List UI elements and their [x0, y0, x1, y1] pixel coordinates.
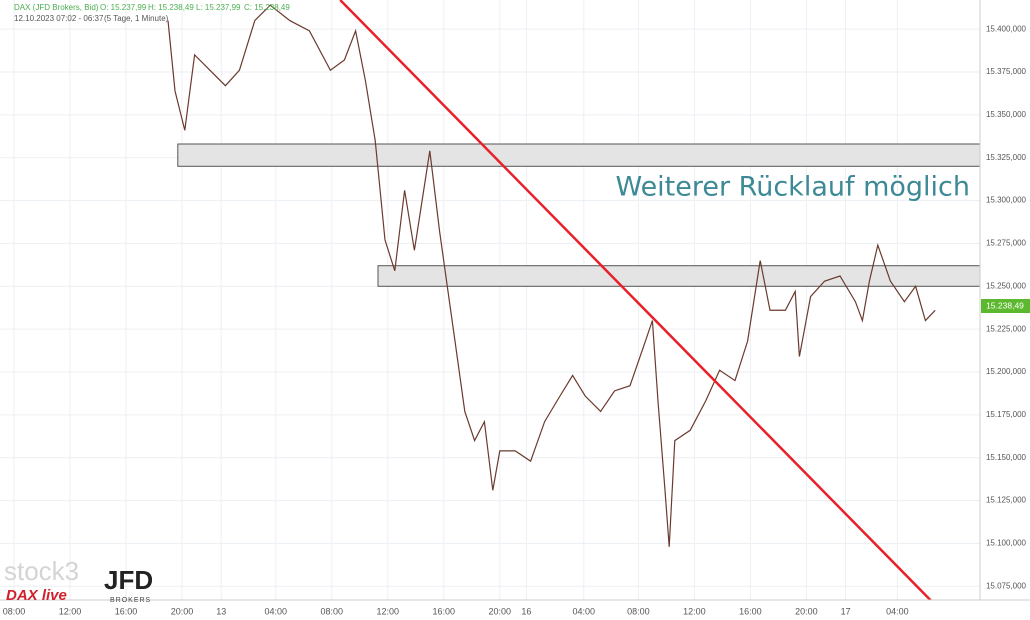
watermark: stock3: [4, 556, 79, 586]
last-price-label: 15.238,49: [986, 300, 1024, 310]
x-tick-label: 20:00: [171, 606, 194, 616]
zone: [177, 143, 980, 167]
ohlc: C: 15.238,49: [244, 3, 290, 12]
y-tick-label: 15.175,000: [986, 410, 1027, 419]
x-tick-label: 17: [841, 606, 851, 616]
x-tick-label: 08:00: [321, 606, 344, 616]
grid: [0, 0, 980, 600]
x-tick-label: 12:00: [377, 606, 400, 616]
x-tick-label: 20:00: [795, 606, 818, 616]
y-tick-label: 15.325,000: [986, 153, 1027, 162]
x-tick-label: 16:00: [433, 606, 456, 616]
y-tick-label: 15.400,000: [986, 24, 1027, 33]
x-tick-label: 04:00: [573, 606, 596, 616]
y-tick-label: 15.275,000: [986, 239, 1027, 248]
y-tick-label: 15.125,000: [986, 496, 1027, 505]
watermark: JFD: [104, 565, 153, 595]
y-tick-label: 15.075,000: [986, 581, 1027, 590]
x-tick-label: 16:00: [739, 606, 762, 616]
chart-title: DAX (JFD Brokers, Bid): [14, 3, 99, 12]
ohlc: L: 15.237,99: [196, 3, 241, 12]
price-line: [167, 4, 936, 547]
subtitle: 12.10.2023 07:02 - 06:37: [14, 14, 104, 23]
x-tick-label: 13: [216, 606, 226, 616]
annotation: Weiterer Rücklauf möglich: [615, 172, 970, 203]
x-tick-label: 12:00: [683, 606, 706, 616]
y-tick-label: 15.225,000: [986, 324, 1027, 333]
ohlc: O: 15.237,99: [100, 3, 147, 12]
y-tick-label: 15.375,000: [986, 67, 1027, 76]
trendline: [339, 0, 933, 600]
plot: [167, 0, 980, 600]
y-tick-label: 15.250,000: [986, 281, 1027, 290]
watermark: DAX live: [6, 587, 67, 604]
y-tick-label: 15.350,000: [986, 110, 1027, 119]
x-tick-label: 08:00: [627, 606, 650, 616]
y-tick-label: 15.300,000: [986, 196, 1027, 205]
x-tick-label: 20:00: [489, 606, 512, 616]
x-tick-label: 16:00: [115, 606, 138, 616]
zone: [377, 265, 980, 287]
period: (5 Tage, 1 Minute): [104, 14, 169, 23]
x-tick-label: 08:00: [3, 606, 26, 616]
x-tick-label: 12:00: [59, 606, 82, 616]
y-tick-label: 15.100,000: [986, 539, 1027, 548]
x-tick-label: 04:00: [265, 606, 288, 616]
watermark: BROKERS: [110, 597, 151, 604]
ohlc: H: 15.238,49: [148, 3, 194, 12]
last-price-box: [981, 299, 1030, 314]
y-tick-label: 15.200,000: [986, 367, 1027, 376]
labels: 15.075,000 15.100,000 15.125,000 15.150,000…: [3, 24, 1027, 616]
x-tick-label: 04:00: [886, 606, 909, 616]
x-tick-label: 16: [521, 606, 531, 616]
y-tick-label: 15.150,000: [986, 453, 1027, 462]
